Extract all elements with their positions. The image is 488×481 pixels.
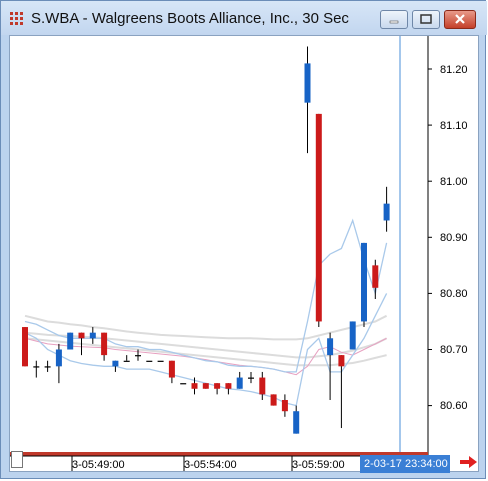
candle-body bbox=[361, 242, 367, 322]
candle-body bbox=[225, 383, 232, 389]
candle-body bbox=[89, 332, 96, 339]
candle-body bbox=[259, 377, 266, 395]
candle-body bbox=[281, 399, 288, 412]
candle-body bbox=[338, 355, 345, 367]
time-tick-label: 3-05:59:00 bbox=[292, 459, 345, 471]
time-tick-label: 3-05:54:00 bbox=[184, 459, 237, 471]
candle-body bbox=[112, 360, 119, 367]
chart-app-icon[interactable] bbox=[10, 12, 24, 26]
candle-body bbox=[123, 360, 130, 362]
window-title: S.WBA - Walgreens Boots Alliance, Inc., … bbox=[31, 10, 349, 27]
price-tick-label: 80.60 bbox=[440, 400, 468, 412]
cursor-time-label: 2-03-17 23:34:00 bbox=[360, 455, 450, 473]
candle-body bbox=[44, 366, 51, 368]
candle-body bbox=[135, 355, 141, 357]
candle-body bbox=[214, 383, 221, 389]
candle-body bbox=[236, 377, 243, 389]
candles bbox=[22, 46, 390, 434]
candle-body bbox=[372, 265, 379, 288]
price-tick-label: 81.00 bbox=[440, 176, 468, 188]
candle-body bbox=[202, 383, 209, 389]
close-button[interactable] bbox=[444, 10, 476, 29]
maximize-button[interactable] bbox=[412, 10, 440, 29]
candle-body bbox=[78, 332, 85, 339]
price-tick-label: 81.20 bbox=[440, 64, 468, 76]
candle-body bbox=[349, 321, 356, 350]
maximize-icon bbox=[420, 14, 432, 24]
candle-body bbox=[248, 377, 254, 379]
candle-body bbox=[146, 360, 153, 362]
minimize-button[interactable] bbox=[380, 10, 408, 29]
chart-frame bbox=[10, 36, 432, 471]
price-tick-label: 80.80 bbox=[440, 288, 468, 300]
scroll-box[interactable] bbox=[11, 451, 23, 468]
candle-body bbox=[315, 113, 322, 322]
candle-body bbox=[67, 332, 74, 350]
candle-body bbox=[304, 63, 311, 103]
candle-body bbox=[383, 203, 390, 221]
candle-body bbox=[168, 360, 175, 378]
candle-body bbox=[157, 360, 164, 362]
close-icon bbox=[455, 14, 465, 24]
candle-body bbox=[101, 332, 108, 356]
candle-body bbox=[33, 366, 40, 368]
candle-body bbox=[180, 383, 187, 385]
band-gray-upper-line bbox=[24, 314, 388, 341]
band-lines bbox=[24, 218, 388, 407]
scroll-right-arrow-icon[interactable] bbox=[460, 455, 478, 469]
minimize-icon bbox=[389, 20, 399, 24]
price-tick-label: 80.70 bbox=[440, 344, 468, 356]
candle-body bbox=[191, 383, 198, 389]
band-pink-line bbox=[24, 337, 387, 376]
band-gray-lower-line bbox=[24, 331, 388, 359]
price-tick-label: 81.10 bbox=[440, 120, 468, 132]
time-tick-label: 3-05:49:00 bbox=[72, 459, 125, 471]
band-blue-upper-line bbox=[24, 218, 388, 373]
title-bar[interactable]: S.WBA - Walgreens Boots Alliance, Inc., … bbox=[1, 1, 487, 35]
candle-body bbox=[22, 327, 28, 367]
candle-body bbox=[293, 411, 300, 434]
band-gray-low-line bbox=[24, 337, 387, 367]
price-tick-label: 80.90 bbox=[440, 232, 468, 244]
candlestick-chart[interactable] bbox=[10, 36, 478, 471]
chart-area[interactable]: 81.20 81.10 81.00 80.90 80.80 80.70 80.6… bbox=[9, 35, 479, 473]
candle-body bbox=[327, 338, 334, 356]
candle-body bbox=[270, 394, 277, 406]
time-scroll-strip bbox=[10, 452, 428, 456]
candle-body bbox=[55, 349, 62, 367]
